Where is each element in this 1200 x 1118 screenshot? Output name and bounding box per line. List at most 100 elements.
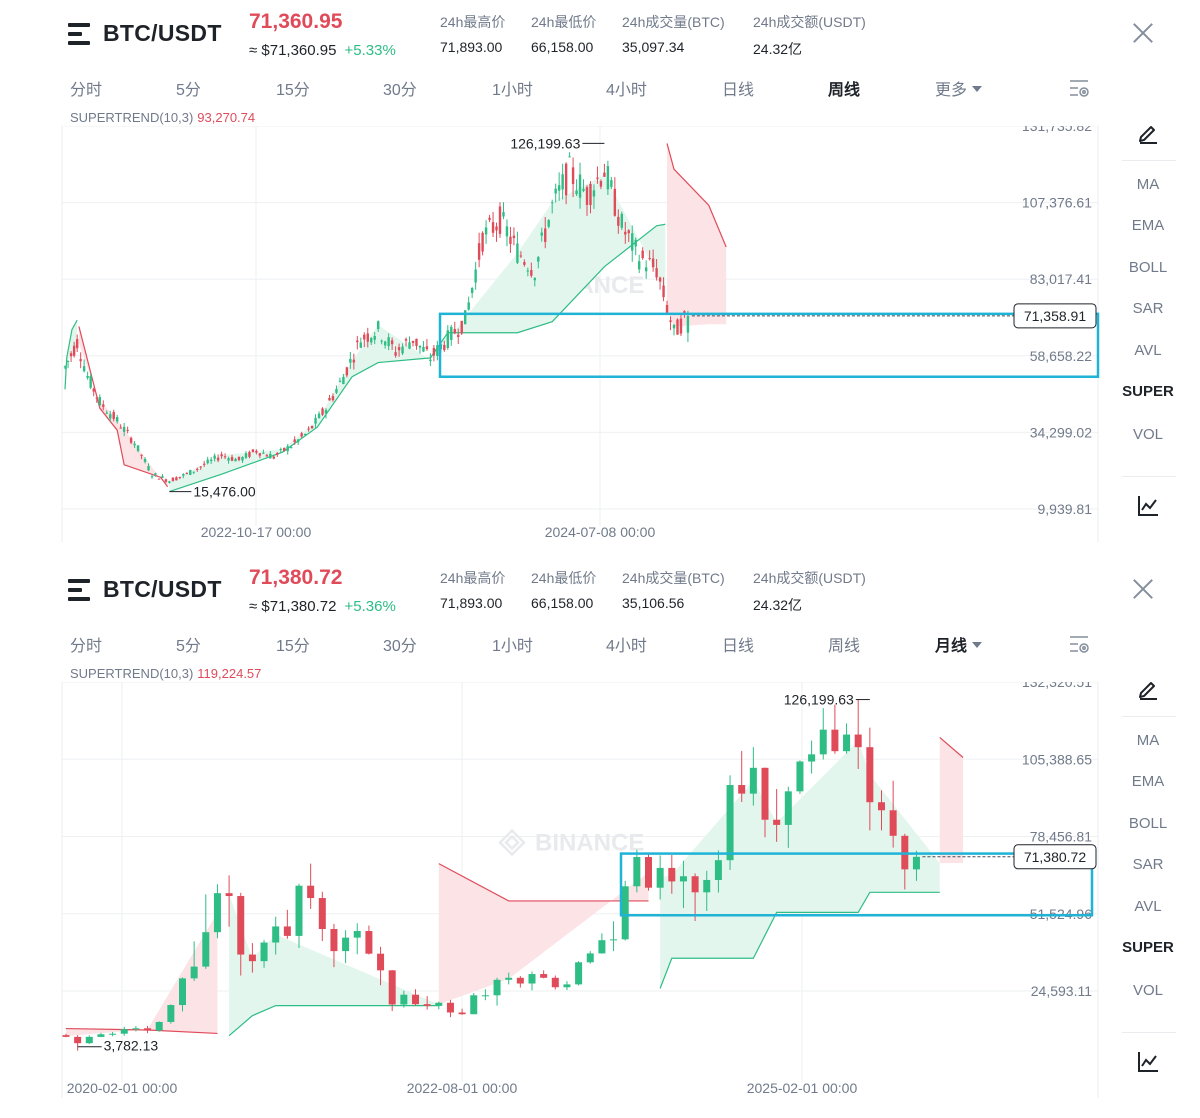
tab-30m[interactable]: 30分	[383, 82, 417, 99]
y-tick-label: 78,456.81	[1030, 829, 1092, 845]
line-chart-icon[interactable]	[1136, 494, 1160, 518]
candlestick-chart[interactable]: BINANCE131,735.82107,376.6183,017.4158,6…	[0, 126, 1100, 542]
close-icon[interactable]	[1132, 578, 1154, 600]
candle-body	[533, 278, 536, 281]
tab-1h[interactable]: 1小时	[492, 638, 533, 655]
candle-body	[272, 456, 275, 459]
supertrend-fill-down	[78, 326, 168, 487]
line-chart-icon[interactable]	[1136, 1050, 1160, 1074]
stat-high: 24h最高价 71,893.00	[440, 568, 505, 611]
tab-1d[interactable]: 日线	[722, 82, 755, 99]
last-price: 71,360.95	[249, 10, 343, 33]
stat-value: 24.32亿	[753, 41, 803, 57]
pencil-icon[interactable]	[1136, 120, 1160, 144]
symbol-name[interactable]: BTC/USDT	[103, 576, 222, 602]
candle-body	[377, 321, 380, 330]
sidebar-item-boll[interactable]: BOLL	[1128, 259, 1168, 276]
sidebar-item-super[interactable]: SUPER	[1122, 383, 1174, 400]
sidebar-item-sar[interactable]: SAR	[1132, 300, 1164, 317]
candle-body	[509, 236, 512, 244]
stat-label: 24h成交量(BTC)	[622, 14, 725, 30]
high-label: 126,199.63	[510, 135, 580, 151]
sidebar-item-ema[interactable]: EMA	[1131, 773, 1165, 790]
candle-body	[387, 337, 390, 347]
candle-body	[537, 256, 540, 262]
supertrend-fill-down	[667, 143, 727, 327]
tab-30m[interactable]: 30分	[383, 638, 417, 655]
tab-1w[interactable]: 周线	[828, 82, 861, 99]
sidebar-item-sar[interactable]: SAR	[1132, 856, 1164, 873]
tab-4h[interactable]: 4小时	[606, 638, 647, 655]
candle-body	[331, 396, 335, 401]
sidebar-item-ema[interactable]: EMA	[1131, 217, 1165, 234]
candle-body	[749, 767, 757, 794]
candle-body	[190, 966, 198, 979]
candle-body	[621, 886, 629, 940]
y-tick-label: 24,593.11	[1031, 983, 1092, 999]
candle-body	[568, 156, 571, 158]
candle-body	[488, 217, 491, 220]
sidebar-item-ma[interactable]: MA	[1136, 732, 1160, 749]
tab-5m[interactable]: 5分	[176, 638, 201, 655]
interval-tabs: 分时 5分 15分 30分 1小时 4小时 日线 周线 月线	[0, 632, 1100, 656]
sidebar-item-vol[interactable]: VOL	[1132, 982, 1163, 999]
candle-body	[714, 860, 722, 880]
supertrend-line-down	[939, 736, 964, 758]
stat-label: 24h成交量(BTC)	[622, 570, 725, 586]
candle-body	[82, 366, 86, 372]
candle-body	[102, 404, 105, 407]
stat-label: 24h最高价	[440, 570, 506, 586]
candle-body	[408, 342, 411, 349]
tab-1mo[interactable]: 月线	[935, 632, 983, 656]
tab-1h[interactable]: 1小时	[492, 82, 533, 99]
supertrend-line-up	[659, 891, 940, 989]
sidebar-item-ma[interactable]: MA	[1136, 176, 1160, 193]
tab-15m[interactable]: 15分	[276, 638, 310, 655]
menu-logo-icon[interactable]	[68, 22, 92, 46]
candle-body	[467, 302, 470, 310]
price-sub: ≈ $71,380.72 +5.36%	[249, 598, 396, 615]
tab-15m[interactable]: 15分	[276, 82, 310, 99]
candle-body	[196, 468, 199, 470]
candle-body	[283, 447, 286, 452]
candle-body	[655, 268, 658, 278]
close-icon[interactable]	[1132, 22, 1154, 44]
candle-body	[296, 439, 300, 443]
sidebar-item-avl[interactable]: AVL	[1134, 898, 1162, 915]
tab-more[interactable]: 更多	[935, 76, 983, 100]
chart-settings-icon[interactable]	[1068, 78, 1090, 98]
symbol-name[interactable]: BTC/USDT	[103, 20, 222, 46]
pencil-icon[interactable]	[1136, 676, 1160, 700]
candle-body	[412, 994, 419, 1005]
sidebar-item-boll[interactable]: BOLL	[1128, 815, 1168, 832]
tab-1w[interactable]: 周线	[828, 638, 861, 655]
tab-1d[interactable]: 日线	[722, 638, 755, 655]
menu-logo-icon[interactable]	[68, 578, 92, 602]
candle-body	[589, 183, 592, 206]
candle-body	[651, 258, 655, 268]
candle-body	[79, 359, 82, 362]
candle-body	[596, 177, 599, 179]
tab-fenshi[interactable]: 分时	[70, 82, 103, 99]
candlestick-chart[interactable]: BINANCE 132,320.51 105,388.65 78,456.81 51,5…	[0, 682, 1100, 1098]
tab-5m[interactable]: 5分	[176, 82, 201, 99]
candle-body	[516, 243, 519, 263]
tab-4h[interactable]: 4小时	[606, 82, 647, 99]
x-tick-label: 2025-02-01 00:00	[747, 1080, 858, 1096]
candle-body	[554, 188, 557, 194]
candle-body	[470, 288, 474, 294]
candle-body	[241, 457, 244, 461]
candle-body	[230, 457, 234, 461]
usd-price: ≈ $71,380.72	[249, 598, 337, 615]
candle-body	[645, 857, 652, 888]
sidebar-item-vol[interactable]: VOL	[1132, 426, 1163, 443]
candle-body	[633, 857, 641, 887]
high-label: 126,199.63	[784, 692, 854, 708]
candle-body	[425, 346, 429, 350]
binance-logo-icon	[498, 828, 526, 857]
sidebar-item-super[interactable]: SUPER	[1122, 939, 1174, 956]
chart-settings-icon[interactable]	[1068, 634, 1090, 654]
candle-body	[477, 243, 481, 260]
sidebar-item-avl[interactable]: AVL	[1134, 342, 1162, 359]
tab-fenshi[interactable]: 分时	[70, 638, 103, 655]
